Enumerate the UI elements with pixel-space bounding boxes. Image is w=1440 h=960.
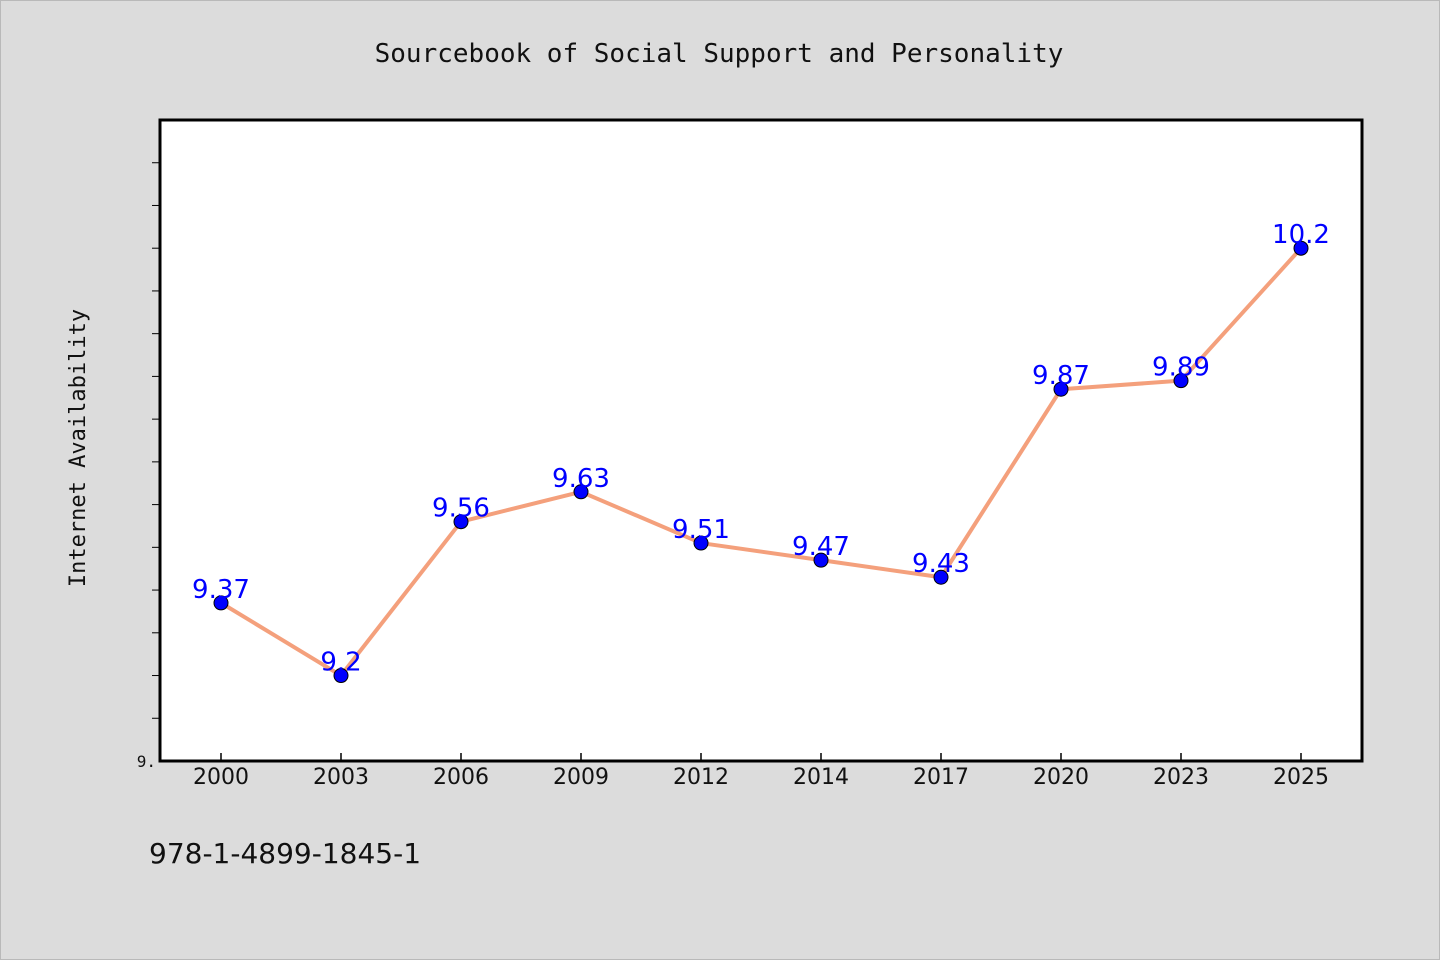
isbn-text: 978-1-4899-1845-1: [149, 837, 421, 870]
data-label: 9.47: [792, 532, 850, 562]
data-point: [693, 535, 709, 551]
data-point: [813, 552, 829, 568]
x-tick-label: 2009: [553, 765, 609, 790]
x-tick-label: 2017: [913, 765, 969, 790]
x-tick-label: 2012: [673, 765, 729, 790]
x-tick-label: 2014: [793, 765, 849, 790]
x-tick-label: 2023: [1153, 765, 1209, 790]
x-tick-label: 2020: [1033, 765, 1089, 790]
x-tick-label: 2025: [1273, 765, 1329, 790]
data-point: [1053, 381, 1069, 397]
data-label: 9.89: [1152, 353, 1210, 383]
data-label: 9.87: [1032, 361, 1090, 391]
x-axis-ticks: 2000 2003 2006 2009 2012 2014 2017 2020 2023 2025: [193, 753, 1329, 790]
series-line: [219, 246, 1303, 678]
data-label: 9.37: [192, 575, 250, 605]
data-point: [333, 668, 349, 684]
x-tick-label: 2000: [193, 765, 249, 790]
data-point: [1293, 240, 1309, 256]
plot-area: [158, 118, 1364, 763]
data-point: [573, 484, 589, 500]
data-point: [453, 514, 469, 530]
data-point: [933, 569, 949, 585]
data-label: 10.2: [1272, 220, 1330, 250]
data-label: 9.51: [672, 515, 730, 545]
series-layer: 9.37 9.2 9.56 9.63 9.51 9.47 9.43 9.87 9.89 10.2: [192, 220, 1330, 684]
y-axis-ticks: [152, 162, 160, 719]
data-point: [1173, 373, 1189, 389]
chart-title: Sourcebook of Social Support and Persona…: [375, 39, 1064, 69]
y-axis-label: Internet Availability: [66, 309, 91, 587]
y-tick-label: 9.: [137, 752, 156, 771]
data-label: 9.43: [912, 549, 970, 579]
data-label: 9.2: [320, 648, 361, 678]
data-label: 9.63: [552, 464, 610, 494]
data-point: [213, 595, 229, 611]
x-tick-label: 2003: [313, 765, 369, 790]
x-tick-label: 2006: [433, 765, 489, 790]
data-label: 9.56: [432, 494, 490, 524]
